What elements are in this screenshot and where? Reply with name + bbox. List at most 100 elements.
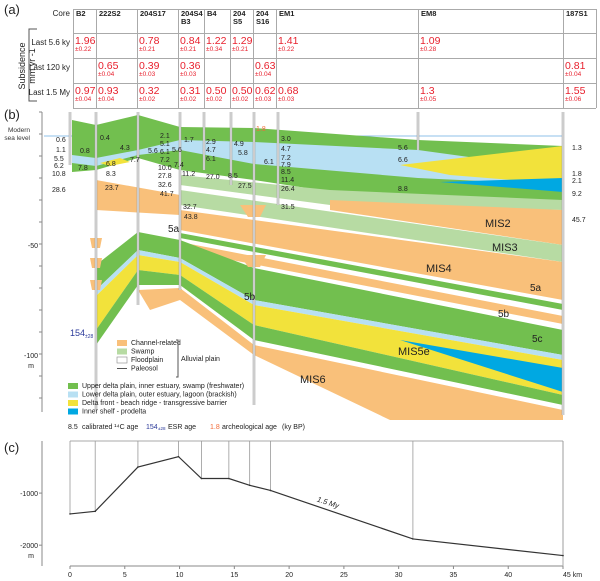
sea-level-label: sea level [4, 135, 30, 142]
legend-label: Delta front - beach ridge - transgressiv… [82, 400, 228, 407]
c14-age-label: 1.1 [56, 147, 66, 154]
mis4-unit [180, 210, 563, 300]
mis6-unit [138, 288, 563, 420]
rate-value: 0.81 [565, 60, 586, 72]
legend-swatch [116, 356, 128, 364]
core-header: 204 S16 [256, 9, 270, 26]
c14-age-label: 8.5 [228, 173, 238, 180]
rate-error: ±0.02 [206, 96, 223, 103]
subsidence-value: 0.36 ±0.03 [180, 61, 200, 78]
row-label-5-6ky: Last 5.6 ky [31, 38, 70, 47]
table-hline [73, 9, 596, 10]
unit-label: 5b [244, 292, 256, 303]
subsidence-value: 0.31 ±0.02 [180, 86, 200, 103]
c14-age-label: 27.0 [206, 174, 220, 181]
mis3-swamp [180, 190, 563, 262]
core-header: EM8 [421, 9, 437, 18]
y-tick-label: -1000 [20, 491, 38, 498]
sea-level-label: Modern [8, 127, 30, 134]
rate-error: ±0.02 [232, 96, 249, 103]
data-point [228, 477, 230, 480]
c14-age-label: 5.6 [172, 147, 182, 154]
c14-age-label: 43.8 [184, 214, 198, 221]
unit-label: 5b [498, 309, 510, 320]
table-vline [73, 9, 74, 108]
c14-age-label: 5.6 [148, 148, 158, 155]
c14-age-label: 11.2 [182, 171, 195, 178]
rate-value: 0.84 [180, 35, 201, 47]
unit-label: MIS5e [398, 346, 430, 358]
subsidence-value: 0.62 ±0.03 [255, 86, 275, 103]
rate-error: ±0.21 [232, 46, 249, 53]
rate-value: 0.78 [139, 35, 160, 47]
rate-value: 1.96 [75, 35, 96, 47]
c14-age-label: 6.1 [264, 159, 274, 166]
rate-value: 1.22 [206, 35, 227, 47]
subsidence-value: 0.97 ±0.04 [75, 86, 95, 103]
c14-age-label: 0.8 [80, 148, 90, 155]
rate-error: ±0.04 [255, 71, 272, 78]
table-hline [73, 83, 596, 84]
c14-age-label: 6.6 [398, 157, 408, 164]
mis5e-unit [96, 255, 563, 395]
subsidence-value: 1.41 ±0.22 [278, 36, 298, 53]
legend-swatch [68, 391, 78, 398]
table-vline [96, 9, 97, 108]
subsidence-value: 1.96 ±0.22 [75, 36, 95, 53]
c14-age-label: 1.3 [572, 145, 582, 152]
rate-value: 0.39 [139, 60, 160, 72]
table-hline [73, 108, 596, 109]
mis5a-unit [180, 233, 563, 310]
legend-swatch [68, 408, 78, 415]
rate-error: ±0.22 [75, 46, 92, 53]
data-point [69, 513, 71, 515]
swamp-belt [180, 175, 563, 210]
legend-c14-label: calibrated ¹⁴C age [82, 424, 138, 431]
table-hline [73, 33, 596, 34]
unit-label: 5a [530, 283, 542, 294]
c14-age-label: 1.7 [184, 137, 194, 144]
rate-error: ±0.03 [139, 71, 156, 78]
unit-label: 5a [168, 224, 180, 235]
subsidence-value: 0.93 ±0.04 [98, 86, 118, 103]
c14-age-label: 6.8 [106, 161, 116, 168]
legend-arch-label: archeological age [222, 424, 277, 431]
table-vline [253, 9, 254, 108]
rate-value: 0.63 [255, 60, 276, 72]
c14-age-label: 31.5 [281, 204, 295, 211]
mis5b-unit [180, 242, 563, 324]
subsidence-value: 0.81 ±0.04 [565, 61, 585, 78]
c14-age-label: 0.4 [100, 135, 110, 142]
x-tick-label: 40 [504, 572, 512, 579]
legend-esr-error: ±28 [158, 426, 166, 431]
rate-error: ±0.04 [75, 96, 92, 103]
c14-age-label: 26.4 [281, 186, 295, 193]
data-point [412, 538, 414, 540]
legend-swatch [68, 383, 78, 389]
c14-age-label: 5.8 [238, 150, 248, 157]
holocene-delta-front [400, 146, 563, 184]
core-header: EM1 [279, 9, 295, 18]
c14-age-label: 7.7 [130, 157, 140, 164]
legend-label: Lower delta plain, outer estuary, lagoon… [82, 392, 237, 399]
legend-esr-example: 154 [146, 424, 158, 431]
rate-value: 1.55 [565, 85, 586, 97]
legend-label: Floodplain [131, 357, 163, 364]
legend-unit-label: (ky BP) [282, 424, 305, 431]
subsidence-value: 1.29 ±0.21 [232, 36, 252, 53]
core-header: 204 S5 [233, 9, 246, 26]
core-header: 222S2 [99, 9, 121, 18]
panel-label-a: (a) [4, 2, 20, 17]
rate-error: ±0.03 [180, 71, 197, 78]
subsidence-value: 1.22 ±0.34 [206, 36, 226, 53]
c14-age-label: 10.8 [52, 171, 66, 178]
x-tick-label: 5 [123, 572, 127, 579]
c14-age-label: 32.6 [158, 182, 172, 189]
rate-value: 0.68 [278, 85, 299, 97]
c14-age-label: 6.1 [206, 156, 216, 163]
c14-age-label: 6.1 [160, 149, 170, 156]
rate-error: ±0.04 [98, 96, 115, 103]
legend-swatch [68, 400, 78, 406]
unit-label: 5c [532, 334, 543, 345]
data-point [562, 554, 564, 557]
